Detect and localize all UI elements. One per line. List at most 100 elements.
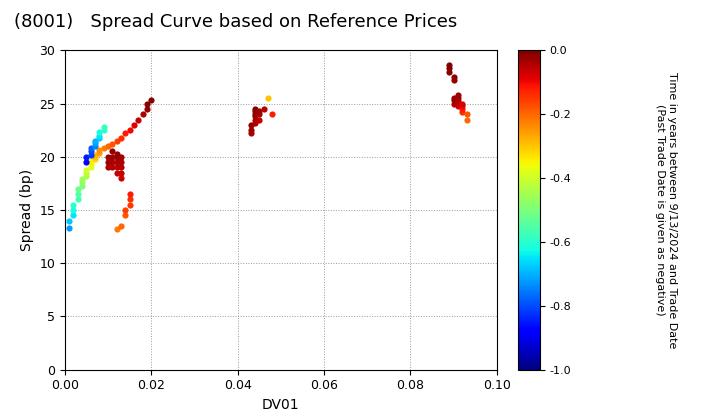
Point: [456, 105, 468, 112]
Point: [448, 77, 459, 84]
Point: [72, 196, 84, 203]
Point: [120, 130, 131, 137]
Point: [452, 95, 464, 102]
Point: [68, 207, 79, 213]
Point: [94, 132, 105, 139]
Point: [81, 159, 92, 165]
Point: [124, 201, 135, 208]
Point: [107, 141, 118, 147]
Point: [141, 105, 153, 112]
Point: [266, 111, 278, 118]
Point: [120, 207, 131, 213]
Point: [94, 134, 105, 141]
Point: [448, 97, 459, 104]
Point: [124, 196, 135, 203]
Point: [245, 130, 256, 137]
Point: [107, 159, 118, 165]
Point: [456, 100, 468, 107]
Point: [249, 111, 261, 118]
Text: (8001)   Spread Curve based on Reference Prices: (8001) Spread Curve based on Reference P…: [14, 13, 458, 31]
Point: [115, 134, 127, 141]
Point: [98, 123, 109, 130]
Point: [253, 111, 265, 118]
Point: [111, 137, 122, 144]
Point: [452, 98, 464, 105]
Point: [111, 169, 122, 176]
Point: [115, 223, 127, 229]
Point: [461, 116, 472, 123]
Point: [76, 182, 88, 189]
Point: [81, 166, 92, 173]
Point: [94, 129, 105, 136]
Point: [85, 164, 96, 171]
Point: [102, 153, 114, 160]
Point: [249, 105, 261, 112]
Point: [262, 95, 274, 102]
Point: [249, 116, 261, 123]
Point: [132, 116, 144, 123]
Point: [115, 175, 127, 181]
Point: [115, 153, 127, 160]
Point: [111, 153, 122, 160]
Point: [85, 145, 96, 152]
Point: [249, 108, 261, 114]
Point: [89, 153, 101, 160]
Point: [245, 121, 256, 128]
Point: [111, 159, 122, 165]
Point: [98, 127, 109, 134]
Point: [137, 111, 148, 118]
Point: [85, 158, 96, 164]
Point: [253, 108, 265, 114]
Point: [448, 95, 459, 102]
Point: [245, 127, 256, 134]
Point: [81, 173, 92, 179]
Point: [81, 153, 92, 160]
Point: [81, 169, 92, 176]
Point: [111, 150, 122, 157]
Point: [141, 100, 153, 107]
X-axis label: DV01: DV01: [262, 398, 300, 412]
Point: [444, 65, 455, 72]
Point: [111, 164, 122, 171]
Point: [107, 153, 118, 160]
Point: [128, 121, 140, 128]
Point: [94, 149, 105, 156]
Point: [145, 97, 157, 104]
Point: [452, 100, 464, 107]
Point: [63, 217, 75, 224]
Point: [448, 74, 459, 80]
Point: [89, 139, 101, 146]
Point: [72, 185, 84, 192]
Point: [68, 212, 79, 219]
Point: [456, 109, 468, 116]
Point: [85, 148, 96, 155]
Point: [89, 155, 101, 162]
Point: [461, 111, 472, 118]
Point: [102, 159, 114, 165]
Point: [72, 191, 84, 197]
Point: [249, 113, 261, 120]
Point: [107, 164, 118, 171]
Point: [63, 225, 75, 231]
Point: [89, 143, 101, 150]
Point: [111, 226, 122, 233]
Point: [102, 164, 114, 171]
Point: [448, 100, 459, 107]
Point: [456, 102, 468, 109]
Point: [258, 105, 269, 112]
Y-axis label: Spread (bp): Spread (bp): [19, 169, 34, 251]
Point: [98, 145, 109, 152]
Point: [444, 62, 455, 68]
Point: [89, 137, 101, 144]
Point: [85, 161, 96, 168]
Point: [444, 68, 455, 75]
Point: [115, 159, 127, 165]
Point: [452, 102, 464, 109]
Point: [253, 116, 265, 123]
Point: [89, 151, 101, 158]
Point: [115, 169, 127, 176]
Point: [107, 148, 118, 155]
Y-axis label: Time in years between 9/13/2024 and Trade Date
(Past Trade Date is given as nega: Time in years between 9/13/2024 and Trad…: [655, 72, 677, 348]
Point: [102, 143, 114, 150]
Point: [68, 201, 79, 208]
